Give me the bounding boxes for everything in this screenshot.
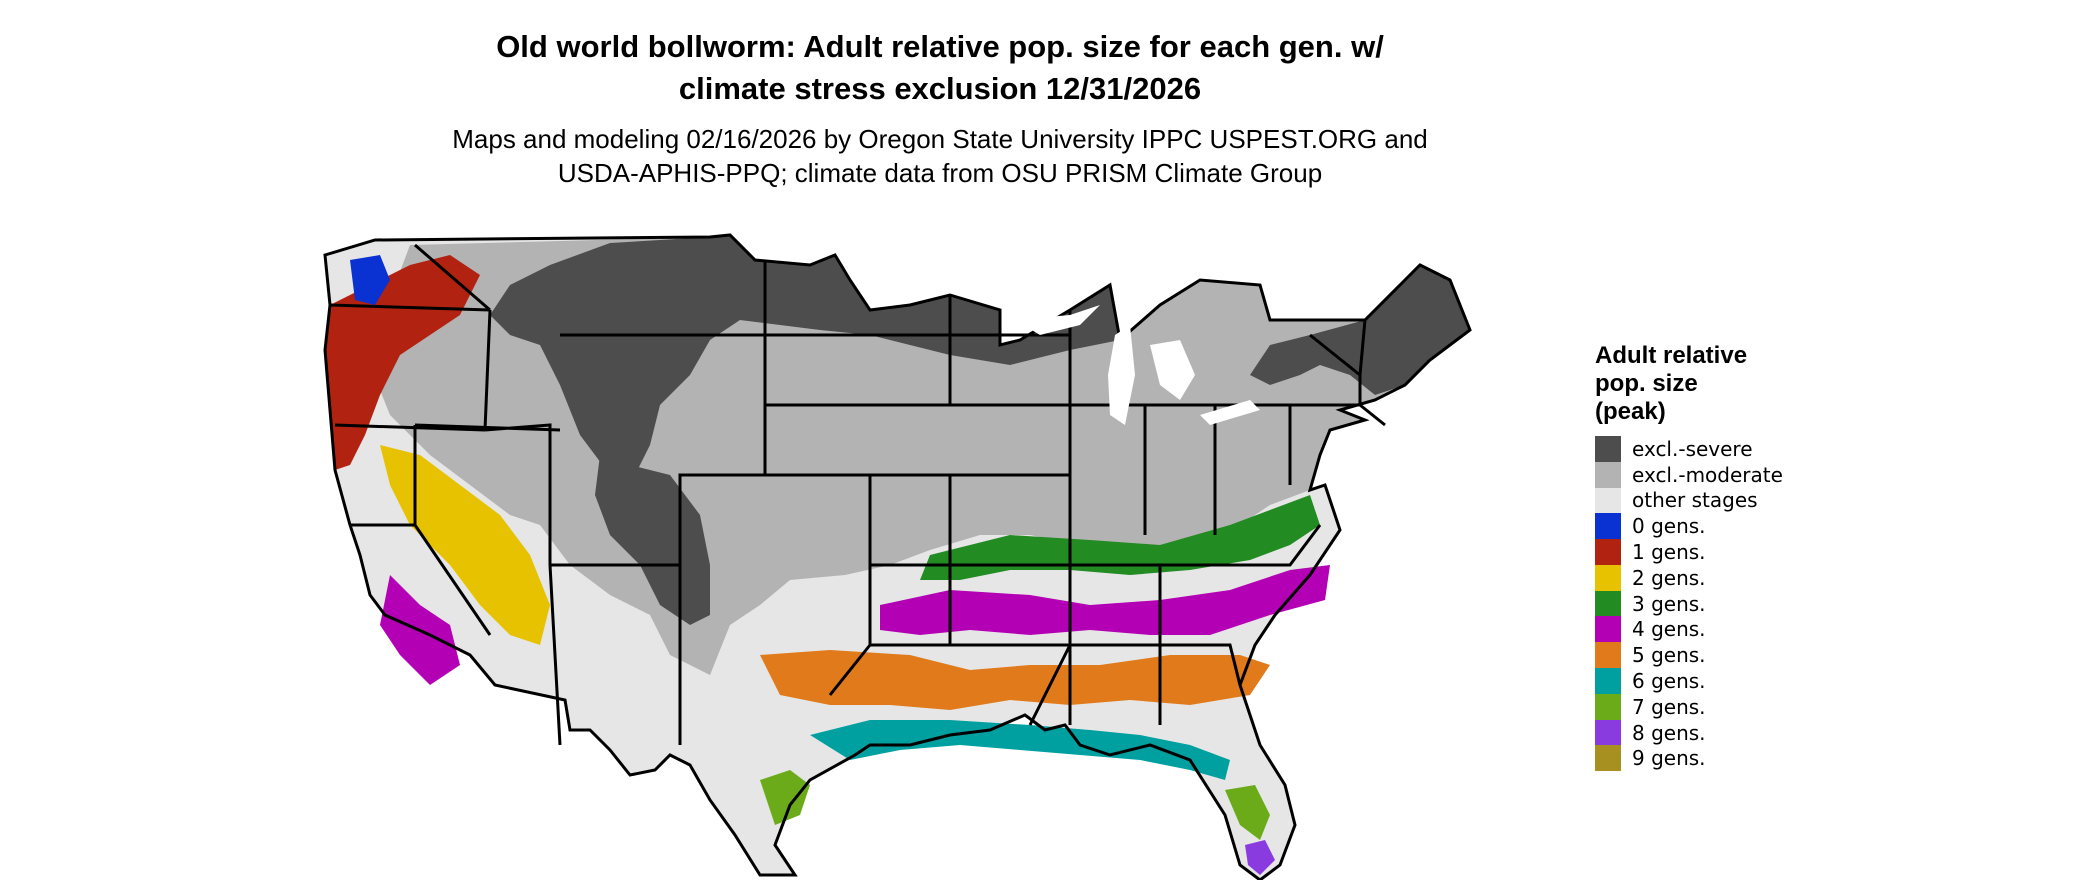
legend-title-line-3: (peak)	[1595, 398, 1666, 425]
legend-swatch	[1595, 461, 1621, 488]
title-line-2: climate stress exclusion 12/31/2026	[678, 71, 1202, 106]
title-line-1: Old world bollworm: Adult relative pop. …	[496, 29, 1384, 64]
map-region-8-gens-florida	[1245, 840, 1275, 875]
legend-items: excl.-severe excl.-moderate other stages 0 …	[1595, 435, 1835, 772]
legend-item: 0 gens.	[1595, 513, 1835, 540]
map-region-excl-severe-north	[490, 235, 1120, 485]
legend-label: 0 gens.	[1632, 514, 1706, 539]
legend-item: excl.-severe	[1595, 435, 1835, 462]
map-region-excl-severe-northeast	[1250, 265, 1470, 395]
map-region-2-gens-west	[380, 445, 550, 645]
legend-item: 3 gens.	[1595, 590, 1835, 617]
map-subtitle: Maps and modeling 02/16/2026 by Oregon S…	[340, 122, 1540, 190]
legend-item: 2 gens.	[1595, 564, 1835, 591]
borders-northeast-states	[1290, 319, 1386, 427]
legend-label: 1 gens.	[1632, 540, 1706, 565]
legend: Adult relative pop. size (peak) excl.-se…	[1595, 342, 1835, 772]
legend-swatch	[1595, 668, 1621, 695]
legend-item: 4 gens.	[1595, 616, 1835, 643]
map-region-5-gens-band	[760, 650, 1270, 710]
legend-item: 9 gens.	[1595, 745, 1835, 772]
legend-item: 5 gens.	[1595, 642, 1835, 669]
legend-label: 9 gens.	[1632, 746, 1706, 771]
legend-title-line-1: Adult relative	[1595, 342, 1748, 369]
legend-label: 7 gens.	[1632, 694, 1706, 719]
legend-title: Adult relative pop. size (peak)	[1595, 342, 1835, 426]
legend-item: 6 gens.	[1595, 668, 1835, 695]
legend-item: excl.-moderate	[1595, 461, 1835, 488]
legend-label: 4 gens.	[1632, 617, 1706, 642]
legend-swatch	[1595, 719, 1621, 746]
legend-label: 2 gens.	[1632, 565, 1706, 590]
legend-label: excl.-moderate	[1632, 462, 1783, 487]
borders-midwest-states	[950, 310, 1292, 567]
map-region-4-gens-band	[880, 565, 1330, 635]
borders-west-coast-states	[329, 243, 492, 636]
legend-title-line-2: pop. size	[1595, 370, 1698, 397]
map-region-0-gens	[350, 255, 390, 305]
legend-item: other stages	[1595, 487, 1835, 514]
great-lakes	[1015, 305, 1260, 425]
legend-item: 1 gens.	[1595, 539, 1835, 566]
lake-erie	[1200, 400, 1260, 425]
legend-swatch	[1595, 513, 1621, 540]
map-title: Old world bollworm: Adult relative pop. …	[340, 26, 1540, 110]
legend-swatch	[1595, 435, 1621, 462]
legend-swatch	[1595, 539, 1621, 566]
map-region-7-gens-south	[760, 770, 1270, 840]
lake-superior	[1015, 305, 1100, 335]
legend-label: other stages	[1632, 488, 1758, 513]
legend-item: 7 gens.	[1595, 693, 1835, 720]
legend-swatch	[1595, 616, 1621, 643]
borders-south-states	[950, 524, 1322, 726]
us-map	[323, 233, 1472, 880]
legend-label: 8 gens.	[1632, 720, 1706, 745]
legend-label: 3 gens.	[1632, 591, 1706, 616]
subtitle-line-2: USDA-APHIS-PPQ; climate data from OSU PR…	[557, 158, 1323, 188]
legend-swatch	[1595, 745, 1621, 772]
lake-michigan	[1108, 325, 1135, 425]
lake-huron	[1150, 340, 1195, 400]
legend-swatch	[1595, 693, 1621, 720]
legend-swatch	[1595, 590, 1621, 617]
national-outline	[323, 233, 1472, 880]
subtitle-line-1: Maps and modeling 02/16/2026 by Oregon S…	[452, 124, 1428, 154]
borders-mountain-states	[414, 333, 872, 746]
legend-swatch	[1595, 564, 1621, 591]
legend-label: excl.-severe	[1632, 436, 1753, 461]
legend-label: 5 gens.	[1632, 643, 1706, 668]
legend-item: 8 gens.	[1595, 719, 1835, 746]
legend-label: 6 gens.	[1632, 669, 1706, 694]
map-region-6-gens-coast	[810, 720, 1230, 780]
legend-swatch	[1595, 642, 1621, 669]
map-region-3-gens-middle	[920, 495, 1320, 580]
legend-swatch	[1595, 487, 1621, 514]
state-borders	[323, 233, 1472, 880]
